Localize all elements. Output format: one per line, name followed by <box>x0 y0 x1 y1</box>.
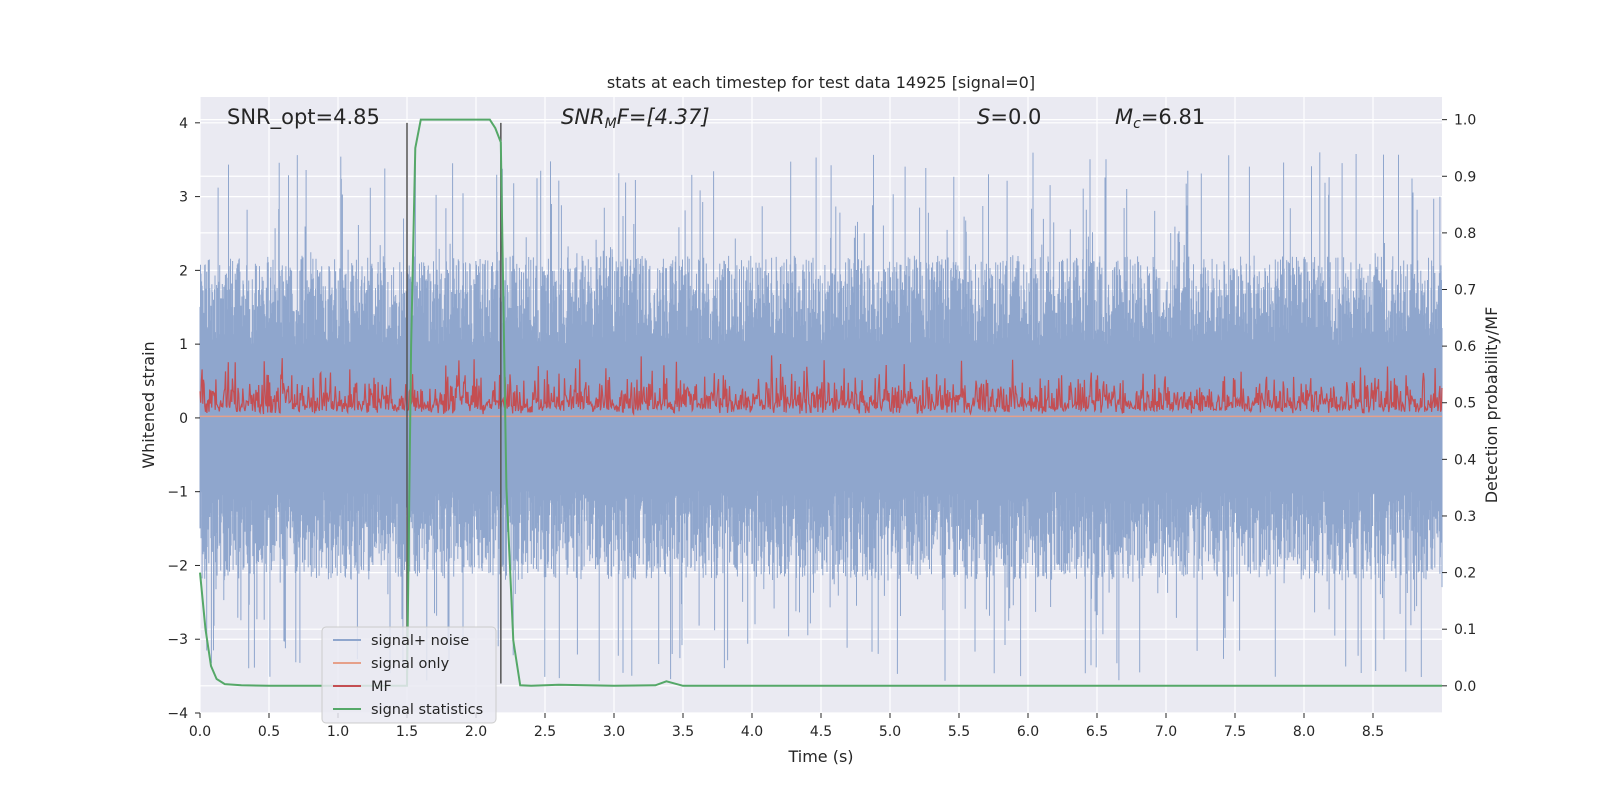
x-tick-label: 1.0 <box>327 724 349 740</box>
x-tick-label: 3.0 <box>603 724 625 740</box>
y-right-tick-label: 0.3 <box>1454 509 1476 525</box>
y-axis-right-label: Detection probability/MF <box>1482 307 1501 504</box>
y-tick-label: 3 <box>179 190 188 206</box>
x-tick-label: 1.5 <box>396 724 418 740</box>
x-tick-label: 2.5 <box>534 724 556 740</box>
x-axis-label: Time (s) <box>787 747 853 766</box>
legend-label-signal-only: signal only <box>371 656 450 672</box>
y-right-tick-label: 0.9 <box>1454 169 1476 185</box>
signal-statistics-trace <box>199 118 1442 687</box>
y-right-tick-label: 0.8 <box>1454 226 1476 242</box>
y-tick-label: −4 <box>167 706 188 722</box>
y-right-tick-label: 0.5 <box>1454 396 1476 412</box>
y-right-tick-label: 0.4 <box>1454 452 1476 468</box>
annotation-snr-mf: SNRMF=[4.37] <box>561 105 710 132</box>
annotation-s: S=0.0 <box>977 105 1041 129</box>
annotation-mc: Mc=6.81 <box>1115 105 1205 132</box>
annotation-snr-opt: SNR_opt=4.85 <box>227 105 380 130</box>
y-right-tick-label: 0.0 <box>1454 679 1476 695</box>
legend-box <box>321 626 497 724</box>
y-right-tick-label: 0.7 <box>1454 283 1476 299</box>
y-right-tick-label: 0.6 <box>1454 339 1476 355</box>
x-tick-label: 8.0 <box>1293 724 1315 740</box>
x-tick-label: 4.5 <box>810 724 832 740</box>
y-tick-label: 0 <box>179 411 188 427</box>
y-tick-label: −3 <box>167 632 188 648</box>
series-signal-statistics <box>199 118 1442 687</box>
x-tick-label: 8.5 <box>1362 724 1384 740</box>
x-tick-label: 6.0 <box>1017 724 1039 740</box>
y-tick-label: 4 <box>179 116 188 132</box>
x-tick-label: 0.5 <box>258 724 280 740</box>
y-tick-label: −2 <box>167 558 188 574</box>
legend-label-signal-noise: signal+ noise <box>371 633 469 649</box>
y-tick-label: −1 <box>167 485 188 501</box>
chart-title: stats at each timestep for test data 149… <box>607 73 1035 92</box>
x-tick-label: 5.0 <box>879 724 901 740</box>
legend-label-mf: MF <box>371 679 392 695</box>
y-right-tick-label: 0.2 <box>1454 566 1476 582</box>
y-right-tick-label: 1.0 <box>1454 113 1476 129</box>
x-tick-label: 5.5 <box>948 724 970 740</box>
y-right-tick-label: 0.1 <box>1454 622 1476 638</box>
legend: signal+ noise signal only MF signal stat… <box>321 626 497 724</box>
x-tick-label: 6.5 <box>1086 724 1108 740</box>
x-tick-label: 7.0 <box>1155 724 1177 740</box>
y-tick-label: 1 <box>179 337 188 353</box>
y-axis-label: Whitened strain <box>139 341 158 468</box>
y-tick-label: 2 <box>179 263 188 279</box>
legend-label-signal-statistics: signal statistics <box>371 702 483 718</box>
x-tick-label: 2.0 <box>465 724 487 740</box>
x-tick-label: 3.5 <box>672 724 694 740</box>
vertical-markers <box>406 122 502 684</box>
x-tick-label: 0.0 <box>189 724 211 740</box>
x-tick-label: 7.5 <box>1224 724 1246 740</box>
x-tick-label: 4.0 <box>741 724 763 740</box>
